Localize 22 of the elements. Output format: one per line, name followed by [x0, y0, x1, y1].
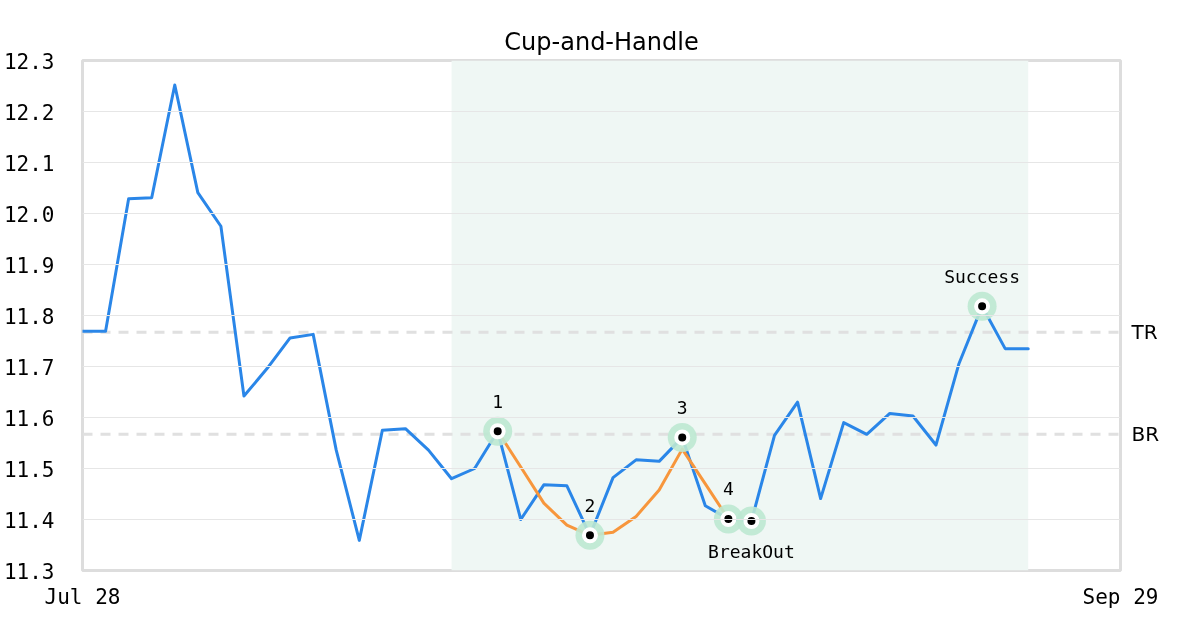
x-tick-label: Sep 29 — [1082, 584, 1159, 609]
y-tick-label: 12.2 — [3, 100, 55, 125]
y-tick-label: 11.6 — [3, 406, 55, 431]
series-label: 3 — [676, 396, 688, 418]
series-label: BreakOut — [708, 540, 795, 562]
y-tick-label: 11.5 — [3, 457, 55, 482]
series-label: 2 — [584, 494, 596, 516]
y-tick-label: 11.3 — [3, 559, 55, 584]
y-tick-label: 11.9 — [3, 253, 55, 278]
x-tick-label: Jul 28 — [44, 584, 121, 609]
y-tick-label: 11.8 — [3, 304, 55, 329]
y-tick-label: 11.4 — [3, 508, 55, 533]
series-label: 1 — [492, 390, 504, 412]
chart-title: Cup-and-Handle — [504, 27, 699, 56]
series-label: 4 — [722, 478, 734, 500]
series-label: Success — [944, 265, 1021, 287]
y-tick-label: 12.1 — [3, 151, 55, 176]
y-tick-label: 11.7 — [3, 355, 55, 380]
ref-line-label: BR — [1131, 422, 1160, 447]
ref-line-label: TR — [1130, 320, 1158, 345]
y-tick-label: 12.0 — [3, 202, 55, 227]
y-tick-label: 12.3 — [3, 49, 55, 74]
